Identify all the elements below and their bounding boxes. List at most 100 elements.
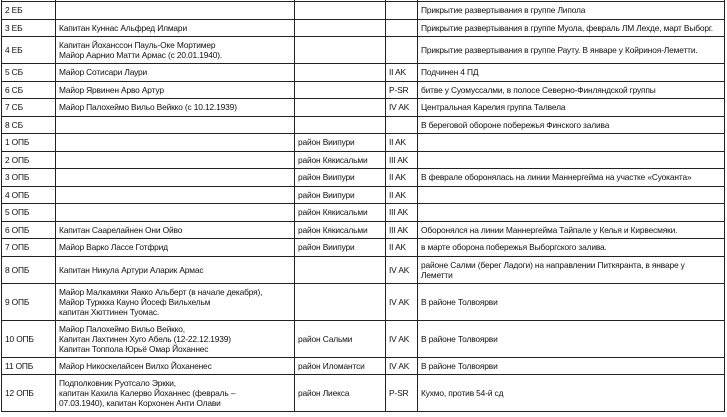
unit-cell: 6 ОПБ — [1, 220, 56, 239]
corps-cell — [385, 1, 418, 20]
unit-cell: 5 СБ — [1, 63, 56, 82]
unit-cell: 2 ЕБ — [1, 1, 56, 20]
area-cell: район Сальми — [294, 319, 386, 358]
note-cell: В районе Толвоярви — [417, 282, 725, 321]
table-row: 6 СБ Майор Ярвинен Арво Артур P-SR битве у … — [1, 80, 725, 99]
table-row: 12 ОПБ Подполковник Руотсало Эркки, капит… — [1, 374, 725, 412]
commander-cell — [55, 150, 295, 169]
note-cell: Прикрытие развертывания в группе Муола, … — [417, 18, 725, 37]
unit-cell: 7 ОПБ — [1, 238, 56, 257]
corps-cell: IV AK — [385, 282, 418, 321]
table-row: 8 ОПБ Капитан Никула Артури Аларик Армас I… — [1, 255, 725, 284]
area-cell: район Виипури — [294, 133, 386, 152]
area-cell — [294, 282, 386, 321]
corps-cell: III AK — [385, 203, 418, 222]
area-cell — [294, 80, 386, 99]
table-row: 5 ОПБ район Кякисальми III AK — [1, 203, 725, 222]
table-row: 3 ОПБ район Виипури II AK В феврале обороня… — [1, 168, 725, 187]
note-cell: Центральная Карелия группа Талвела — [417, 98, 725, 117]
area-cell — [294, 36, 386, 64]
area-cell: район Иломантси — [294, 356, 386, 375]
corps-cell: P-SR — [385, 374, 418, 412]
note-cell — [417, 150, 725, 169]
table-row: 11 ОПБ Майор Никоскелайсен Вилхо Йоханене… — [1, 356, 725, 375]
unit-cell: 8 СБ — [1, 115, 56, 134]
unit-cell: 7 СБ — [1, 98, 56, 117]
note-cell: Кухмо, против 54-й сд — [417, 374, 725, 412]
corps-cell — [385, 18, 418, 37]
table-row: 3 ЕБ Капитан Куннас Альфред Илмари Прикрыт… — [1, 18, 725, 37]
area-cell — [294, 1, 386, 20]
note-cell — [417, 185, 725, 204]
area-cell: район Кякисальми — [294, 220, 386, 239]
note-cell: Прикрытие развертывания в группе Липола — [417, 1, 725, 20]
corps-cell: II AK — [385, 185, 418, 204]
area-cell: район Виипури — [294, 185, 386, 204]
commander-cell — [55, 115, 295, 134]
unit-cell: 5 ОПБ — [1, 203, 56, 222]
table-row: 2 ОПБ район Кякисальми III AK — [1, 150, 725, 169]
table-row: 5 СБ Майор Сотисари Лаури II AK Подчинен 4 … — [1, 63, 725, 82]
note-cell: в марте оборона побережья Выборгского за… — [417, 238, 725, 257]
commander-cell: Майор Варко Лассе Готфрид — [55, 238, 295, 257]
table-row: 9 ОПБ Майор Малкамяки Яакко Альберт (в на… — [1, 282, 725, 321]
unit-cell: 11 ОПБ — [1, 356, 56, 375]
commander-cell: Капитан Саарелайнен Они Ойво — [55, 220, 295, 239]
unit-cell: 10 ОПБ — [1, 319, 56, 358]
note-cell: битве у Суомуссалми, в полосе Северно-Фи… — [417, 80, 725, 99]
unit-cell: 4 ЕБ — [1, 36, 56, 64]
table-row: 7 СБ Майор Палохеймо Вильо Вейкко (с 10.1… — [1, 98, 725, 117]
table-row: 4 ОПБ район Виипури II AK — [1, 185, 725, 204]
commander-cell: Майор Палохеймо Вильо Вейкко, Капитан Ла… — [55, 319, 295, 358]
area-cell — [294, 115, 386, 134]
note-cell: В районе Толвоярви — [417, 319, 725, 358]
unit-cell: 9 ОПБ — [1, 282, 56, 321]
note-cell: Оборонялся на линии Маннергейма Тайпале … — [417, 220, 725, 239]
corps-cell: II AK — [385, 63, 418, 82]
area-cell: район Кякисальми — [294, 150, 386, 169]
note-cell: В феврале оборонялась на линии Маннергей… — [417, 168, 725, 187]
note-cell: районе Салми (берег Ладоги) на направлен… — [417, 255, 725, 284]
corps-cell: II AK — [385, 168, 418, 187]
commander-cell: Майор Ярвинен Арво Артур — [55, 80, 295, 99]
corps-cell: II AK — [385, 133, 418, 152]
commander-cell — [55, 203, 295, 222]
corps-cell: III AK — [385, 220, 418, 239]
corps-cell — [385, 115, 418, 134]
commander-cell: Капитан Йоханссон Пауль-Оке Мортимер Май… — [55, 36, 295, 64]
corps-cell: IV AK — [385, 98, 418, 117]
table-row: 4 ЕБ Капитан Йоханссон Пауль-Оке Мортимер… — [1, 36, 725, 64]
note-cell — [417, 133, 725, 152]
commander-cell — [55, 1, 295, 20]
corps-cell: IV AK — [385, 255, 418, 284]
commander-cell — [55, 133, 295, 152]
commander-cell: Майор Палохеймо Вильо Вейкко (с 10.12.19… — [55, 98, 295, 117]
commander-cell — [55, 168, 295, 187]
corps-cell: IV AK — [385, 319, 418, 358]
note-cell — [417, 203, 725, 222]
table-row: 6 ОПБ Капитан Саарелайнен Они Ойво район К… — [1, 220, 725, 239]
area-cell — [294, 18, 386, 37]
table-row: 2 ЕБ Прикрытие развертывания в группе Лип… — [1, 1, 725, 20]
table-row: 10 ОПБ Майор Палохеймо Вильо Вейкко, Капи… — [1, 319, 725, 358]
table-row: 8 СБ В береговой обороне побережья Финско… — [1, 115, 725, 134]
commander-cell: Майор Сотисари Лаури — [55, 63, 295, 82]
area-cell: район Кякисальми — [294, 203, 386, 222]
note-cell: В районе Толвоярви — [417, 356, 725, 375]
unit-cell: 12 ОПБ — [1, 374, 56, 412]
area-cell: район Лиекса — [294, 374, 386, 412]
commander-cell: Подполковник Руотсало Эркки, капитан Ках… — [55, 374, 295, 412]
area-cell: район Виипури — [294, 238, 386, 257]
unit-cell: 8 ОПБ — [1, 255, 56, 284]
note-cell: В береговой обороне побережья Финского з… — [417, 115, 725, 134]
commander-cell: Капитан Никула Артури Аларик Армас — [55, 255, 295, 284]
area-cell — [294, 63, 386, 82]
corps-cell: II AK — [385, 238, 418, 257]
unit-cell: 2 ОПБ — [1, 150, 56, 169]
commander-cell: Майор Малкамяки Яакко Альберт (в начале … — [55, 282, 295, 321]
unit-cell: 1 ОПБ — [1, 133, 56, 152]
corps-cell: IV AK — [385, 356, 418, 375]
unit-cell: 3 ЕБ — [1, 18, 56, 37]
